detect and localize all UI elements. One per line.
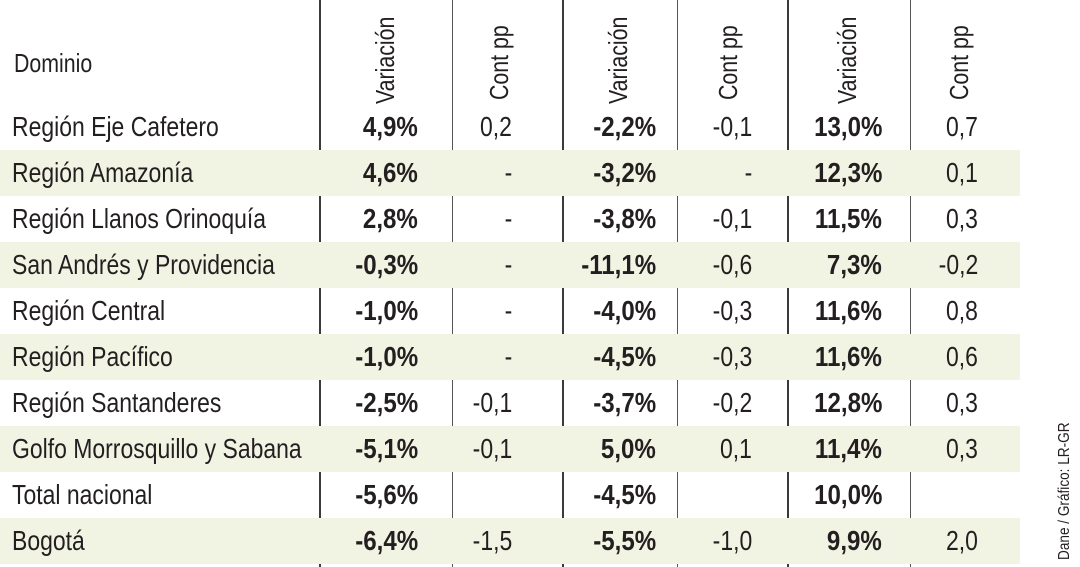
cont-pp-1-cell: -1,5 (472, 525, 512, 556)
cont-pp-1-cell: -0,1 (472, 433, 512, 464)
cont-pp-3-cell: 0,3 (946, 203, 978, 234)
variacion-2-cell: 5,0% (601, 433, 656, 464)
cont-pp-3-cell: 0,7 (946, 111, 978, 142)
variacion-2-cell: -3,8% (593, 203, 656, 234)
table-row: San Andrés y Providencia -0,3% - -11,1% -0,6… (0, 242, 1020, 288)
variacion-3-cell: 11,4% (815, 433, 882, 464)
cont-pp-2-cell: -0,3 (712, 295, 752, 326)
cont-pp-3-cell: 0,6 (946, 341, 978, 372)
cont-pp-1-cell: - (504, 249, 512, 280)
domain-header: Dominio (14, 48, 93, 78)
variacion-2-cell: -2,2% (593, 111, 656, 142)
cont-pp-2-cell: -0,6 (712, 249, 752, 280)
cont-pp-2-cell: 0,1 (720, 433, 752, 464)
variacion-3-cell: 12,3% (813, 157, 882, 188)
table-row: Región Santanderes -2,5% -0,1 -3,7% -0,2 12,8… (0, 380, 1020, 426)
table-row: Región Eje Cafetero 4,9% 0,2 -2,2% -0,1 13,0%… (0, 104, 1020, 150)
table-row: Región Amazonía 4,6% - -3,2% - 12,3% 0,1 (0, 150, 1020, 196)
table-row: Región Llanos Orinoquía 2,8% - -3,8% -0,1 11,… (0, 196, 1020, 242)
cont-pp-1-cell: 0,2 (480, 111, 512, 142)
variacion-3-cell: 7,3% (827, 249, 882, 280)
region-name: Región Eje Cafetero (12, 111, 219, 142)
cont-pp-3-cell: 2,0 (946, 525, 978, 556)
column-header-cont-pp-1: Cont pp (484, 25, 514, 100)
variacion-2-cell: -4,5% (593, 341, 656, 372)
variacion-3-cell: 11,6% (815, 341, 882, 372)
cont-pp-2-cell: - (744, 157, 752, 188)
table-row: Región Pacífico -1,0% - -4,5% -0,3 11,6% 0,6 (0, 334, 1020, 380)
cont-pp-2-cell: -0,1 (712, 203, 752, 234)
column-header-variacion-2: Variación (603, 16, 633, 104)
cont-pp-3-cell: 0,1 (946, 157, 978, 188)
variacion-2-cell: -4,5% (593, 479, 656, 510)
variacion-2-cell: -5,5% (593, 525, 656, 556)
variacion-3-cell: 9,9% (827, 525, 882, 556)
variacion-3-cell: 10,0% (813, 479, 882, 510)
region-name: Golfo Morrosquillo y Sabana (12, 433, 302, 464)
cont-pp-1-cell: - (504, 295, 512, 326)
column-header-cont-pp-3: Cont pp (944, 25, 974, 100)
column-header-variacion-1: Variación (370, 16, 400, 104)
table-row: Bogotá -6,4% -1,5 -5,5% -1,0 9,9% 2,0 (0, 518, 1020, 564)
cont-pp-1-cell: - (504, 157, 512, 188)
source-credit: Dane / Gráfico: LR-GR (1056, 422, 1073, 560)
variacion-1-cell: -6,4% (355, 525, 418, 556)
region-name: Región Santanderes (12, 387, 222, 418)
region-name: Región Pacífico (12, 341, 173, 372)
variacion-3-cell: 11,6% (815, 295, 882, 326)
variacion-1-cell: -0,3% (355, 249, 418, 280)
variacion-1-cell: 4,9% (363, 111, 418, 142)
variacion-1-cell: -5,1% (355, 433, 418, 464)
cont-pp-1-cell: - (504, 203, 512, 234)
cont-pp-3-cell: -0,2 (938, 249, 978, 280)
cont-pp-3-cell: 0,3 (946, 433, 978, 464)
variacion-3-cell: 12,8% (813, 387, 882, 418)
cont-pp-1-cell: -0,1 (472, 387, 512, 418)
variacion-2-cell: -3,7% (593, 387, 656, 418)
variacion-1-cell: 2,8% (363, 203, 418, 234)
table-row: Región Central -1,0% - -4,0% -0,3 11,6% 0,8 (0, 288, 1020, 334)
region-name: Bogotá (12, 525, 85, 556)
variacion-1-cell: -5,6% (355, 479, 418, 510)
region-name: Región Llanos Orinoquía (12, 203, 267, 234)
variacion-1-cell: 4,6% (363, 157, 418, 188)
cont-pp-2-cell: -1,0 (712, 525, 752, 556)
cont-pp-3-cell: 0,8 (946, 295, 978, 326)
table-row: Golfo Morrosquillo y Sabana -5,1% -0,1 5,0%… (0, 426, 1020, 472)
cont-pp-2-cell: -0,2 (712, 387, 752, 418)
table-row: Total nacional -5,6% -4,5% 10,0% (0, 472, 1020, 518)
cont-pp-2-cell: -0,1 (712, 111, 752, 142)
variacion-2-cell: -11,1% (581, 249, 656, 280)
cont-pp-2-cell: -0,3 (712, 341, 752, 372)
variacion-1-cell: -1,0% (355, 295, 418, 326)
column-header-cont-pp-2: Cont pp (713, 25, 743, 100)
region-name: San Andrés y Providencia (12, 249, 275, 280)
variacion-1-cell: -2,5% (355, 387, 418, 418)
region-name: Total nacional (12, 479, 153, 510)
column-header-variacion-3: Variación (832, 16, 862, 104)
region-name: Región Central (12, 295, 166, 326)
cont-pp-3-cell: 0,3 (946, 387, 978, 418)
variacion-1-cell: -1,0% (355, 341, 418, 372)
variacion-3-cell: 13,0% (813, 111, 882, 142)
cont-pp-1-cell: - (504, 341, 512, 372)
variacion-2-cell: -4,0% (593, 295, 656, 326)
variacion-3-cell: 11,5% (815, 203, 882, 234)
region-name: Región Amazonía (12, 157, 194, 188)
variacion-2-cell: -3,2% (593, 157, 656, 188)
